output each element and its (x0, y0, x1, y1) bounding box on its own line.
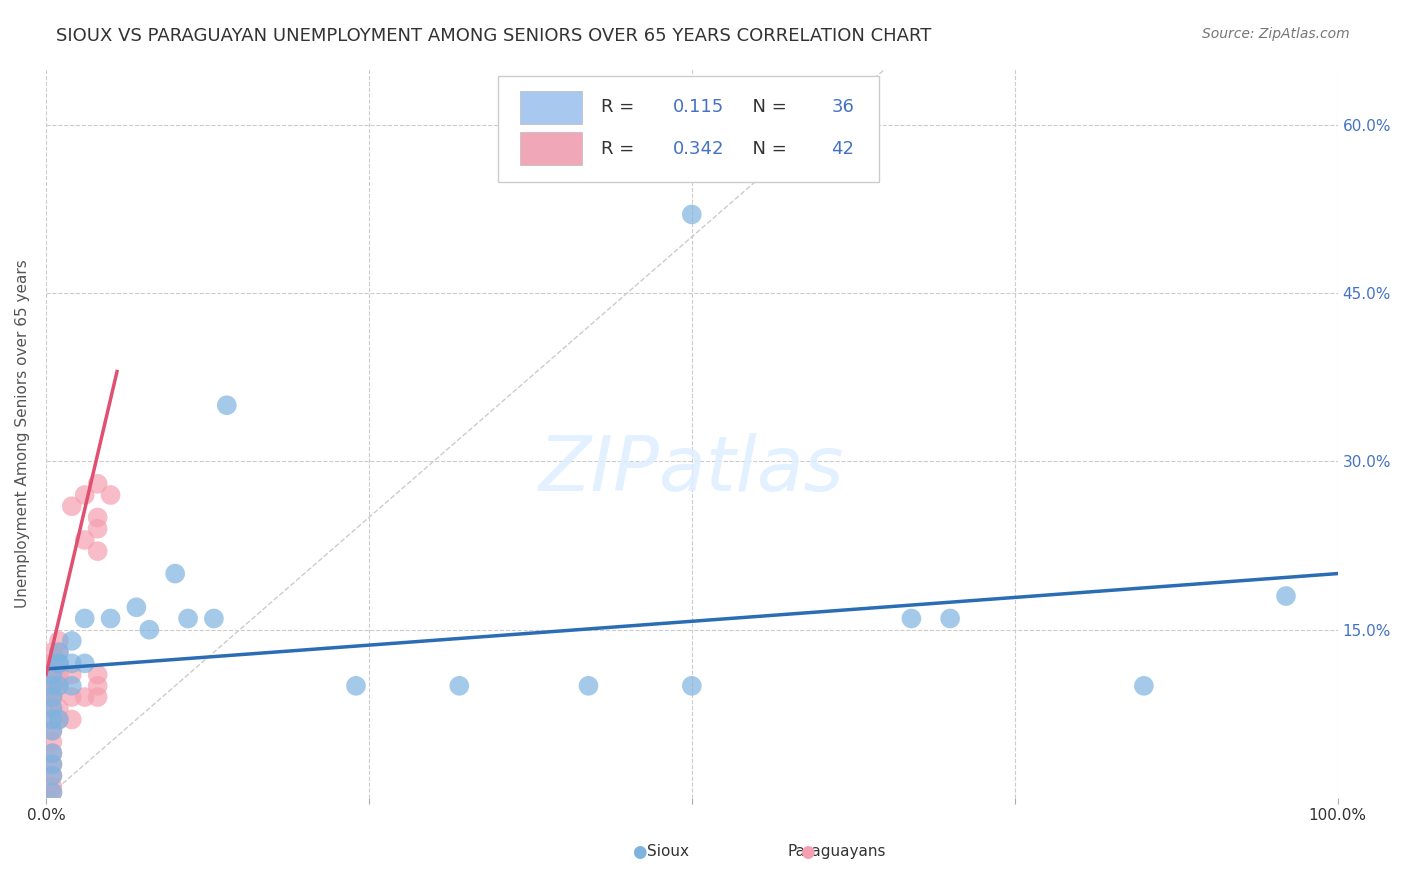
Point (60, 500, 83, 514)
Text: N =: N = (741, 98, 793, 116)
Point (48, 657, 70, 671)
Point (73, 488, 96, 502)
Point (48, 645, 70, 659)
Text: ●: ● (633, 843, 647, 861)
Point (48, 645, 70, 659)
Point (41, 679, 63, 693)
Point (73, 690, 96, 704)
Point (41, 679, 63, 693)
Point (86, 476, 108, 491)
Text: ●: ● (800, 843, 814, 861)
Point (86, 522, 108, 536)
Point (41, 701, 63, 715)
Point (41, 713, 63, 727)
Point (41, 657, 63, 671)
Point (48, 657, 70, 671)
Point (86, 510, 108, 524)
Point (48, 679, 70, 693)
Point (41, 757, 63, 772)
Point (48, 657, 70, 671)
Point (100, 611, 122, 625)
Point (48, 713, 70, 727)
Point (900, 611, 922, 625)
Point (48, 701, 70, 715)
Text: 0.342: 0.342 (672, 140, 724, 158)
Point (73, 533, 96, 547)
Point (125, 600, 148, 615)
Point (48, 713, 70, 727)
Point (41, 701, 63, 715)
Text: 36: 36 (831, 98, 855, 116)
Point (48, 634, 70, 648)
Point (48, 667, 70, 681)
Text: N =: N = (741, 140, 793, 158)
Text: 42: 42 (831, 140, 855, 158)
Point (177, 611, 200, 625)
Text: R =: R = (602, 140, 640, 158)
Point (41, 667, 63, 681)
Point (60, 679, 83, 693)
FancyBboxPatch shape (520, 132, 582, 165)
Point (41, 690, 63, 704)
Point (1275, 589, 1298, 603)
Text: Sioux: Sioux (647, 845, 689, 859)
Point (41, 657, 63, 671)
Text: 0.115: 0.115 (672, 98, 724, 116)
Point (41, 690, 63, 704)
Point (939, 611, 962, 625)
Point (41, 667, 63, 681)
Point (41, 690, 63, 704)
Point (86, 690, 108, 704)
Point (100, 488, 122, 502)
Point (202, 611, 225, 625)
Point (41, 645, 63, 659)
Point (41, 735, 63, 749)
Point (681, 207, 703, 221)
Point (60, 690, 83, 704)
Text: Source: ZipAtlas.com: Source: ZipAtlas.com (1202, 27, 1350, 41)
Point (41, 723, 63, 738)
Point (41, 713, 63, 727)
Point (60, 667, 83, 681)
Point (41, 785, 63, 799)
Point (41, 785, 63, 799)
Y-axis label: Unemployment Among Seniors over 65 years: Unemployment Among Seniors over 65 years (15, 259, 30, 607)
Point (41, 769, 63, 783)
Point (41, 679, 63, 693)
Point (73, 657, 96, 671)
Point (48, 679, 70, 693)
Point (41, 780, 63, 794)
Point (1133, 679, 1156, 693)
Text: SIOUX VS PARAGUAYAN UNEMPLOYMENT AMONG SENIORS OVER 65 YEARS CORRELATION CHART: SIOUX VS PARAGUAYAN UNEMPLOYMENT AMONG S… (56, 27, 932, 45)
Point (41, 667, 63, 681)
Point (681, 679, 703, 693)
FancyBboxPatch shape (498, 76, 879, 182)
Text: R =: R = (602, 98, 640, 116)
Point (41, 769, 63, 783)
Point (60, 657, 83, 671)
FancyBboxPatch shape (520, 91, 582, 124)
Point (138, 623, 160, 637)
Point (41, 746, 63, 760)
Point (344, 679, 367, 693)
Point (60, 634, 83, 648)
Point (165, 566, 187, 581)
Point (449, 679, 471, 693)
Point (41, 690, 63, 704)
Text: ZIPatlas: ZIPatlas (538, 433, 845, 507)
Point (41, 746, 63, 760)
Point (86, 679, 108, 693)
Point (41, 679, 63, 693)
Text: Paraguayans: Paraguayans (787, 845, 886, 859)
Point (215, 398, 238, 412)
Point (41, 723, 63, 738)
Point (86, 544, 108, 558)
Point (41, 757, 63, 772)
Point (73, 611, 96, 625)
Point (86, 667, 108, 681)
Point (578, 679, 600, 693)
Point (60, 713, 83, 727)
